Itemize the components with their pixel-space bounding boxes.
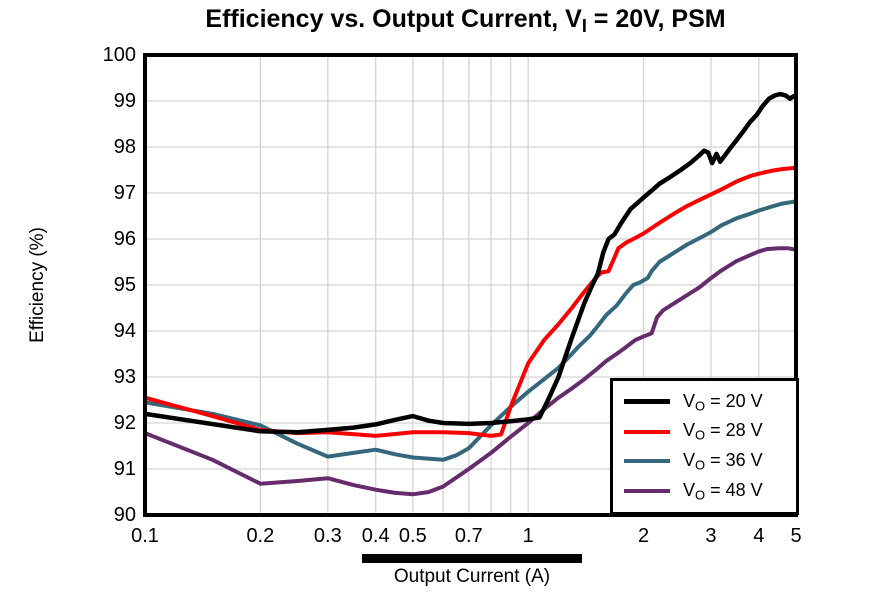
y-tick-label: 90 [113, 504, 136, 526]
x-tick-label: 0.7 [454, 525, 483, 547]
y-tick-label: 97 [113, 182, 136, 204]
y-tick-label: 91 [113, 458, 136, 480]
y-tick-label: 92 [113, 412, 136, 434]
legend-item-vo-28: VO = 28 V [613, 420, 796, 443]
y-tick-label: 98 [113, 136, 136, 158]
x-tick-label: 2 [637, 525, 650, 547]
x-tick-label: 1 [522, 525, 534, 547]
curve-vo-20 [145, 91, 796, 435]
legend-line-swatch [624, 429, 670, 434]
legend-line-swatch [624, 399, 670, 405]
y-tick-label: 99 [113, 90, 136, 112]
x-tick-label: 0.2 [246, 525, 275, 547]
x-tick-label: 5 [790, 525, 802, 547]
curve-vo-36 [145, 199, 796, 462]
legend-line-swatch [624, 489, 670, 494]
y-tick-label: 96 [113, 228, 136, 250]
x-tick-label: 0.5 [398, 525, 427, 547]
y-tick-label: 95 [113, 274, 136, 296]
y-tick-label: 93 [113, 366, 136, 388]
legend-item-vo-20: VO = 20 V [613, 390, 796, 414]
plot-border [143, 53, 798, 517]
y-tick-label: 94 [113, 320, 136, 342]
y-tick-label: 100 [102, 44, 136, 66]
legend-label: VO = 28 V [683, 420, 763, 443]
legend-label: VO = 48 V [683, 479, 763, 503]
x-tick-label: 0.4 [361, 525, 390, 547]
x-tick-label: 3 [705, 525, 717, 547]
x-axis-title: Output Current (A) [393, 566, 551, 587]
x-tick-label: 0.3 [313, 525, 342, 547]
axis-underline-bar [362, 554, 582, 563]
legend-label: VO = 36 V [683, 450, 763, 473]
chart-title-suffix: = 20V, PSM [586, 5, 726, 33]
legend-item-vo-48: VO = 48 V [613, 479, 796, 503]
chart-title: Efficiency vs. Output Current, VI = 20V,… [40, 5, 891, 37]
curve-vo-48 [145, 246, 796, 497]
legend-item-vo-36: VO = 36 V [613, 450, 796, 473]
chart-title-prefix: Efficiency vs. Output Current, V [205, 5, 582, 33]
legend-line-swatch [624, 459, 670, 464]
legend: VO = 20 V VO = 28 V VO = 36 V VO = 48 V [610, 378, 799, 515]
x-tick-label: 0.1 [131, 525, 159, 547]
curve-vo-28 [145, 165, 796, 438]
x-tick-label: 4 [753, 525, 765, 547]
chart-title-subscript: I [581, 16, 587, 37]
legend-label: VO = 20 V [683, 390, 763, 414]
